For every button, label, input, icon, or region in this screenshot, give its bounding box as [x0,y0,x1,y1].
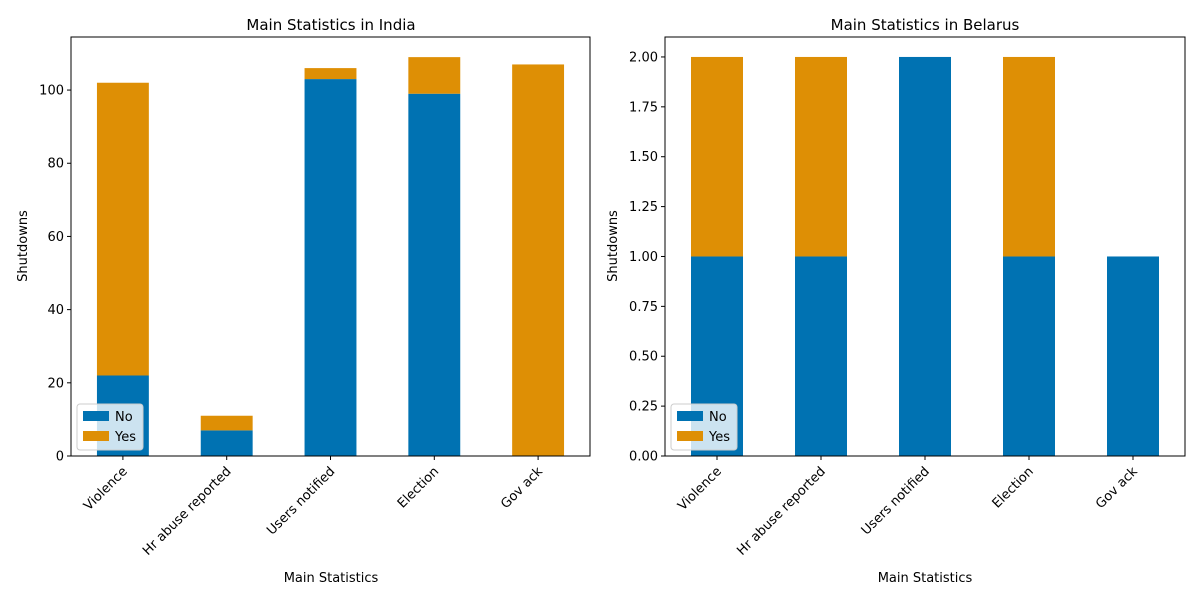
y-tick-label: 1.50 [629,150,658,165]
y-tick-label: 40 [47,303,64,318]
y-tick-label: 80 [47,157,64,172]
legend-label: No [709,410,727,425]
bar-yes [512,64,565,457]
x-tick-label: Users notified [859,464,933,538]
y-tick-label: 0.00 [629,450,658,465]
legend-label: Yes [708,430,730,445]
y-tick-label: 2.00 [629,50,658,65]
y-tick-label: 0.75 [629,300,658,315]
y-tick-label: 1.75 [629,100,658,115]
y-axis-label: Shutdowns [606,210,621,282]
bars [96,57,565,457]
legend: No Yes [76,403,144,451]
x-tick-label: Election [990,464,1037,511]
legend-swatch-no [83,411,109,421]
y-tick-label: 1.25 [629,200,658,215]
x-axis-label: Main Statistics [284,571,379,586]
bar-yes [795,56,847,257]
legend-swatch-yes [83,431,109,441]
x-tick-label: Gov ack [1093,464,1141,512]
bars [691,56,1159,456]
bar-yes [200,415,253,431]
legend: No Yes [670,403,738,451]
bar-no [899,56,951,456]
x-tick-label: Hr abuse reported [734,464,828,558]
y-tick-label: 1.00 [629,250,658,265]
y-axis-label: Shutdowns [16,210,31,282]
legend-label: No [115,410,133,425]
chart-panel-india: Main Statistics in India Main Statistics… [16,16,591,586]
bar-yes [691,56,743,257]
bar-no [304,79,357,456]
bar-yes [1003,56,1055,257]
legend-swatch-yes [677,431,703,441]
x-tick-label: Violence [675,464,725,514]
bar-yes [304,68,357,80]
chart-title: Main Statistics in India [246,16,415,34]
x-tick-label: Gov ack [498,464,546,512]
y-tick-label: 0 [56,450,64,465]
bar-yes [96,82,149,376]
y-tick-label: 100 [39,84,64,99]
bar-yes [408,57,461,94]
bar-no [408,93,461,457]
legend-swatch-no [677,411,703,421]
bar-no [795,256,847,456]
x-tick-label: Violence [81,464,131,514]
x-tick-label: Users notified [264,464,338,538]
y-tick-label: 0.25 [629,400,658,415]
x-tick-label: Hr abuse reported [140,464,234,558]
bar-no [200,430,253,456]
y-tick-label: 60 [47,230,64,245]
x-tick-label: Election [395,464,442,511]
x-axis-label: Main Statistics [878,571,973,586]
chart-panel-belarus: Main Statistics in Belarus Main Statisti… [606,16,1186,586]
y-tick-label: 0.50 [629,350,658,365]
chart-title: Main Statistics in Belarus [831,16,1020,34]
bar-no [1003,256,1055,456]
legend-label: Yes [114,430,136,445]
y-tick-label: 20 [47,376,64,391]
bar-no [1107,256,1159,456]
